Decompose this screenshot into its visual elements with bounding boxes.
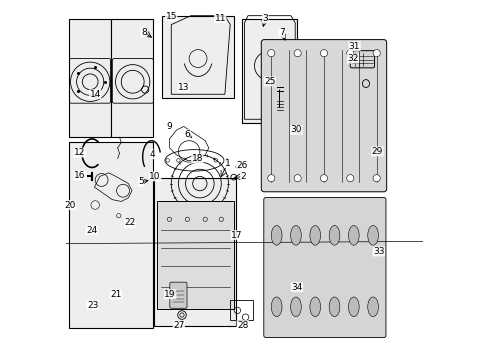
Bar: [162, 16, 233, 98]
FancyBboxPatch shape: [169, 282, 186, 308]
Text: 24: 24: [86, 225, 97, 234]
Text: 28: 28: [237, 320, 248, 329]
Ellipse shape: [367, 297, 378, 317]
Circle shape: [293, 175, 301, 182]
Ellipse shape: [309, 297, 320, 317]
Ellipse shape: [271, 297, 282, 317]
Text: 17: 17: [230, 230, 242, 239]
Text: 4: 4: [150, 150, 155, 159]
Text: 3: 3: [262, 14, 267, 23]
Circle shape: [267, 175, 274, 182]
Text: 7: 7: [279, 28, 285, 37]
Text: 12: 12: [74, 148, 85, 157]
Text: 1: 1: [224, 159, 230, 168]
Text: 16: 16: [74, 171, 86, 180]
Circle shape: [267, 50, 274, 57]
Bar: [69, 143, 153, 328]
Text: 6: 6: [184, 130, 190, 139]
Text: 31: 31: [348, 41, 360, 50]
Text: 23: 23: [87, 301, 98, 310]
Text: 20: 20: [64, 201, 76, 210]
Text: 10: 10: [149, 172, 161, 181]
Circle shape: [372, 175, 380, 182]
Text: 18: 18: [191, 154, 203, 163]
Ellipse shape: [328, 226, 339, 245]
Text: 27: 27: [173, 320, 184, 329]
Circle shape: [320, 50, 327, 57]
Ellipse shape: [328, 297, 339, 317]
Text: 9: 9: [166, 122, 172, 131]
Circle shape: [346, 175, 353, 182]
Text: 11: 11: [214, 14, 225, 23]
Text: 14: 14: [89, 90, 101, 99]
Text: 25: 25: [264, 77, 275, 86]
Text: 22: 22: [124, 219, 136, 228]
Text: 5: 5: [138, 177, 143, 186]
Text: 30: 30: [290, 126, 302, 135]
Circle shape: [320, 175, 327, 182]
Ellipse shape: [348, 297, 358, 317]
Bar: [154, 178, 235, 327]
Ellipse shape: [290, 226, 301, 245]
Bar: [157, 202, 233, 309]
Text: 21: 21: [110, 290, 122, 299]
Bar: [111, 19, 153, 137]
Text: 13: 13: [178, 83, 189, 92]
Ellipse shape: [309, 226, 320, 245]
FancyBboxPatch shape: [263, 198, 385, 338]
Bar: [69, 19, 111, 137]
Circle shape: [346, 50, 353, 57]
Ellipse shape: [348, 226, 358, 245]
Text: 32: 32: [346, 54, 358, 63]
Text: 8: 8: [141, 28, 146, 37]
Text: 26: 26: [236, 161, 247, 170]
Bar: [242, 19, 297, 123]
Circle shape: [372, 50, 380, 57]
Text: 34: 34: [291, 283, 302, 292]
Text: 29: 29: [371, 147, 382, 156]
Text: 33: 33: [372, 247, 384, 256]
Ellipse shape: [290, 297, 301, 317]
Text: 19: 19: [164, 290, 176, 299]
Text: 15: 15: [165, 12, 177, 21]
Circle shape: [293, 50, 301, 57]
Text: 2: 2: [240, 172, 246, 181]
Ellipse shape: [367, 226, 378, 245]
Ellipse shape: [271, 226, 282, 245]
FancyBboxPatch shape: [261, 40, 386, 192]
